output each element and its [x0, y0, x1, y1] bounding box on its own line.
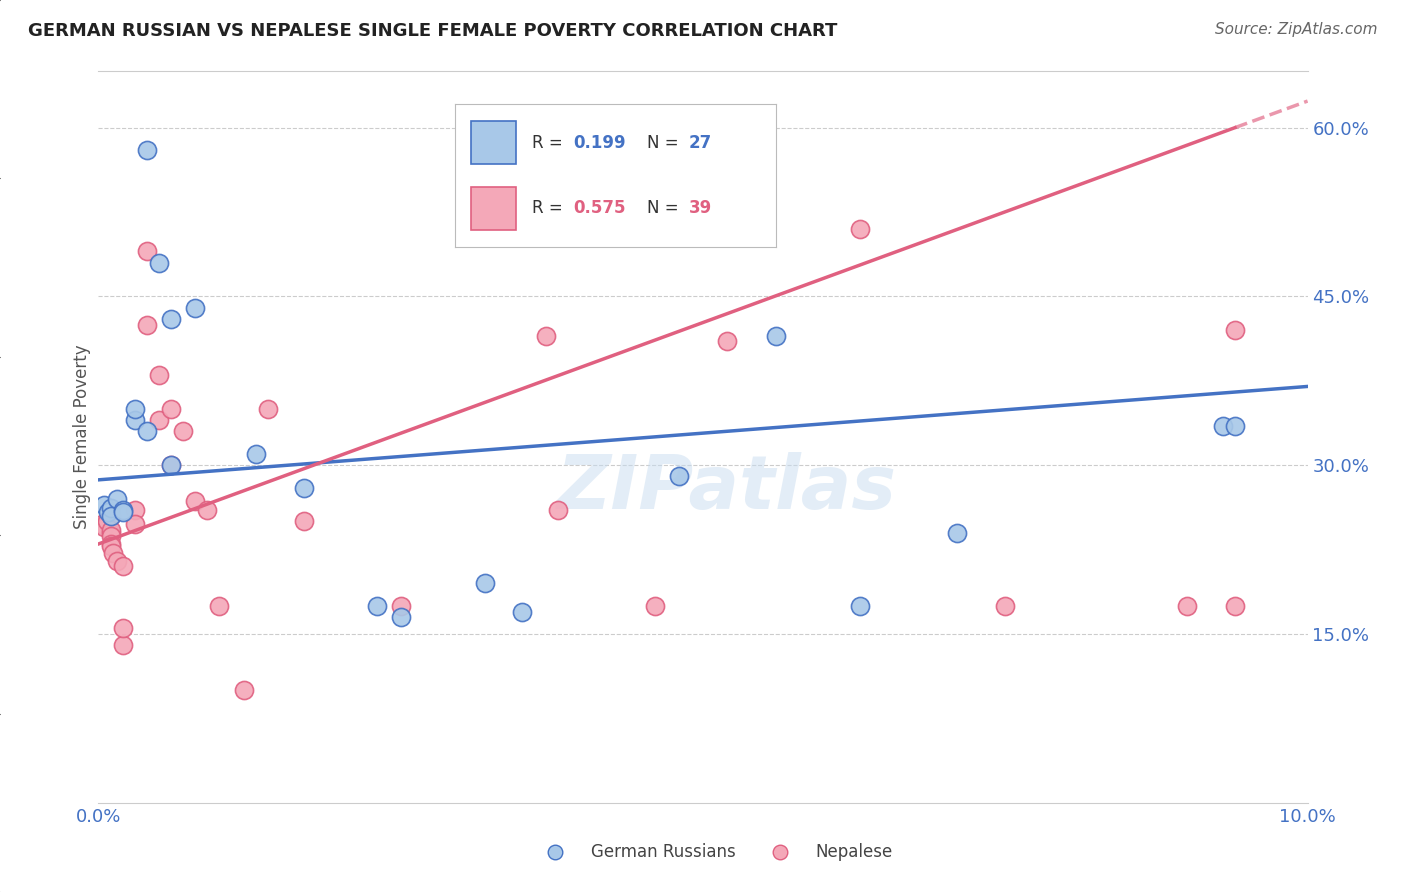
Point — [160, 458, 183, 473]
Point — [195, 503, 218, 517]
Point — [100, 524, 122, 538]
Point — [100, 500, 122, 515]
Point — [148, 413, 170, 427]
Point — [534, 328, 557, 343]
Point — [184, 494, 207, 508]
Point — [644, 599, 666, 613]
Point — [124, 413, 146, 427]
Point — [245, 447, 267, 461]
Point — [124, 401, 146, 416]
Point — [111, 559, 134, 574]
Point — [994, 599, 1017, 613]
Point — [100, 508, 122, 523]
Point — [100, 539, 122, 553]
Point — [256, 401, 278, 416]
Point — [148, 255, 170, 269]
Point — [366, 599, 388, 613]
Point — [124, 516, 146, 531]
Point — [849, 599, 872, 613]
Point — [91, 516, 114, 531]
Point — [135, 143, 157, 157]
Point — [1223, 418, 1246, 433]
Point — [135, 425, 157, 439]
Point — [160, 458, 183, 473]
Point — [100, 525, 122, 540]
Text: Nepalese: Nepalese — [815, 843, 893, 861]
Point — [716, 334, 738, 349]
Point — [946, 525, 969, 540]
Point — [93, 520, 115, 534]
Point — [389, 610, 412, 624]
Point — [97, 506, 120, 520]
Y-axis label: Single Female Poverty: Single Female Poverty — [73, 345, 91, 529]
Point — [389, 599, 412, 613]
Point — [208, 599, 231, 613]
Point — [111, 621, 134, 635]
Point — [135, 318, 157, 332]
Point — [93, 498, 115, 512]
Point — [1223, 599, 1246, 613]
Point — [172, 425, 194, 439]
Point — [1223, 323, 1246, 337]
Point — [849, 222, 872, 236]
Point — [544, 845, 567, 859]
Point — [96, 515, 118, 529]
Point — [105, 554, 128, 568]
Point — [765, 328, 787, 343]
Point — [1175, 599, 1198, 613]
Point — [111, 638, 134, 652]
Text: ZIPatlas: ZIPatlas — [557, 451, 897, 524]
Point — [148, 368, 170, 383]
Point — [232, 683, 254, 698]
Point — [105, 491, 128, 506]
Point — [510, 605, 533, 619]
Point — [769, 845, 792, 859]
Point — [292, 481, 315, 495]
Point — [1212, 418, 1234, 433]
Point — [184, 301, 207, 315]
Point — [160, 312, 183, 326]
Point — [111, 503, 134, 517]
Point — [101, 546, 124, 560]
Point — [100, 537, 122, 551]
Text: GERMAN RUSSIAN VS NEPALESE SINGLE FEMALE POVERTY CORRELATION CHART: GERMAN RUSSIAN VS NEPALESE SINGLE FEMALE… — [28, 22, 838, 40]
Point — [100, 508, 122, 523]
Text: German Russians: German Russians — [591, 843, 735, 861]
Point — [292, 515, 315, 529]
Point — [474, 576, 496, 591]
Point — [547, 503, 569, 517]
Point — [160, 401, 183, 416]
Point — [100, 529, 122, 543]
Text: Source: ZipAtlas.com: Source: ZipAtlas.com — [1215, 22, 1378, 37]
Point — [124, 503, 146, 517]
Point — [668, 469, 690, 483]
Point — [135, 244, 157, 259]
Point — [111, 506, 134, 520]
